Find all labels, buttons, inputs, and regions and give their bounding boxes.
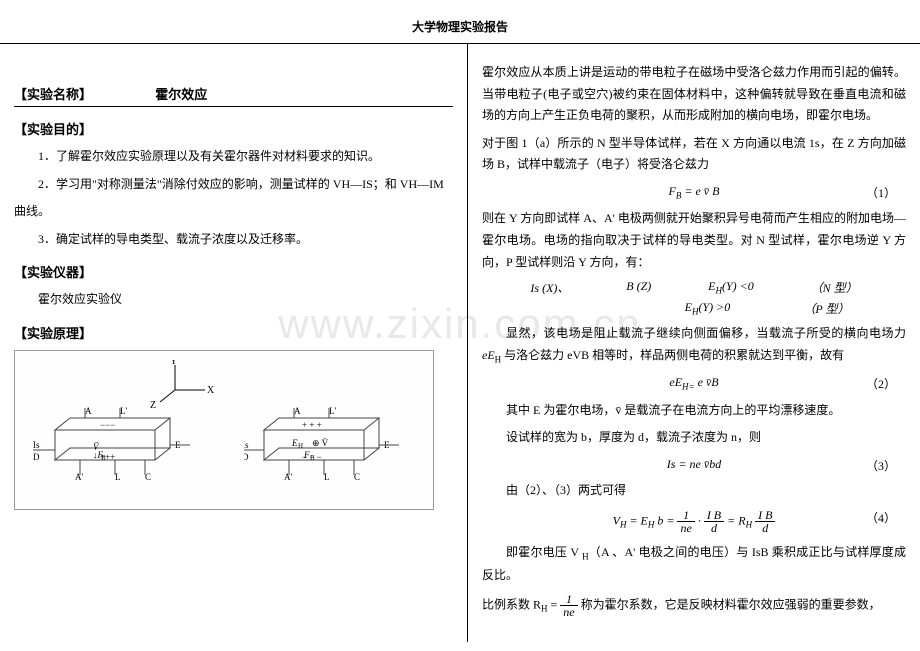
svg-text:+++: +++ (100, 452, 115, 462)
equation-2: eEH= e v̄B （2） (482, 375, 906, 391)
svg-text:E: E (291, 438, 298, 448)
svg-text:Y: Y (170, 360, 177, 367)
exp-name-value: 霍尔效应 (155, 87, 207, 102)
svg-text:Z: Z (150, 400, 156, 411)
t2c: EH(Y) >0 (685, 300, 731, 317)
left-column: 【实验名称】 霍尔效应 【实验目的】 1．了解霍尔效应实验原理以及有关霍尔器件对… (0, 44, 468, 642)
purpose-item-2-cont: 曲线。 (14, 201, 453, 223)
equation-3: Is = ne v̄bd （3） (482, 457, 906, 472)
para-5: 其中 E 为霍尔电场，v̄ 是载流子在电流方向上的平均漂移速度。 (482, 400, 906, 422)
para-1: 霍尔效应从本质上讲是运动的带电粒子在磁场中受洛仑兹力作用而引起的偏转。当带电粒子… (482, 62, 906, 127)
exp-name-label: 【实验名称】 (14, 87, 92, 102)
two-column-layout: 【实验名称】 霍尔效应 【实验目的】 1．了解霍尔效应实验原理以及有关霍尔器件对… (0, 44, 920, 642)
equation-4: VH = EH b = 1ne · I Bd = RH I Bd （4） (482, 509, 906, 534)
diagram-right-svg: AL' Is D E EH ⊕ V̄ FB A'L C + + + − − − (244, 360, 424, 500)
svg-text:+ + +: + + + (302, 420, 322, 430)
t2d: （P 型） (803, 300, 849, 317)
para-3: 则在 Y 方向即试样 A、A' 电极两侧就开始聚积异号电荷而产生相应的附加电场—… (482, 208, 906, 273)
purpose-item-3: 3．确定试样的导电类型、载流子浓度以及迁移率。 (38, 229, 453, 251)
eq2-lhs: eE (669, 375, 682, 389)
eq2-sub: H= (682, 382, 695, 392)
svg-text:C: C (354, 472, 360, 482)
svg-text:C: C (145, 472, 151, 482)
svg-text:D: D (33, 452, 40, 462)
svg-text:⊕ V̄: ⊕ V̄ (312, 438, 329, 448)
svg-text:X: X (207, 385, 215, 396)
t1b: B (Z) (626, 279, 651, 296)
purpose-title: 【实验目的】 (14, 119, 453, 138)
principle-diagram: X Y Z AL' Is D E V̄ ↓FB A'L C −−− +++ (14, 350, 434, 510)
eq4-num: （4） (866, 509, 896, 526)
t1d: （N 型） (811, 279, 858, 296)
para-7: 由（2）、（3）两式可得 (482, 480, 906, 502)
svg-text:− − −: − − − (302, 452, 322, 462)
svg-text:−−−: −−− (100, 420, 115, 430)
right-column: 霍尔效应从本质上讲是运动的带电粒子在磁场中受洛仑兹力作用而引起的偏转。当带电粒子… (468, 44, 920, 642)
para-2: 对于图 1（a）所示的 N 型半导体试样，若在 X 方向通以电流 1s，在 Z … (482, 133, 906, 176)
svg-text:L: L (115, 472, 121, 482)
type-line-2: EH(Y) >0 （P 型） (502, 300, 886, 317)
svg-text:A: A (85, 406, 92, 416)
para-9: 比例系数 RH = 1ne 称为霍尔系数，它是反映材料霍尔效应强弱的重要参数， (482, 593, 906, 618)
eq1-lhs: F (669, 184, 676, 198)
eq2-num: （2） (866, 375, 896, 392)
eq2-rhs: e v̄B (695, 375, 719, 389)
instrument-text: 霍尔效应实验仪 (14, 289, 453, 311)
eq1-rhs: = e v̄ B (681, 184, 719, 198)
experiment-name-row: 【实验名称】 霍尔效应 (14, 84, 453, 107)
equation-1: FB = e v̄ B （1） (482, 184, 906, 200)
eq3-lhs: Is = ne v̄bd (667, 457, 721, 471)
svg-text:L': L' (329, 406, 336, 416)
svg-text:L': L' (120, 406, 127, 416)
type-line-1: Is (X)、 B (Z) EH(Y) <0 （N 型） (502, 279, 886, 296)
principle-title: 【实验原理】 (14, 323, 453, 342)
purpose-item-1: 1．了解霍尔效应实验原理以及有关霍尔器件对材料要求的知识。 (38, 146, 453, 168)
instrument-title: 【实验仪器】 (14, 262, 453, 281)
svg-text:Is: Is (33, 440, 40, 450)
eq3-num: （3） (866, 457, 896, 474)
svg-text:D: D (244, 452, 249, 462)
para-6: 设试样的宽为 b，厚度为 d，载流子浓度为 n，则 (482, 427, 906, 449)
para-4: 显然，该电场是阻止载流子继续向侧面偏移，当载流子所受的横向电场力eEH 与洛仑兹… (482, 323, 906, 367)
svg-text:A': A' (284, 472, 292, 482)
svg-text:A: A (294, 406, 301, 416)
svg-text:A': A' (75, 472, 83, 482)
t1a: Is (X)、 (530, 279, 569, 296)
svg-text:L: L (324, 472, 330, 482)
page-header: 大学物理实验报告 (0, 0, 920, 35)
eq1-num: （1） (866, 184, 896, 201)
svg-text:Is: Is (244, 440, 249, 450)
diagram-left-svg: X Y Z AL' Is D E V̄ ↓FB A'L C −−− +++ (25, 360, 225, 500)
t1c: EH(Y) <0 (708, 279, 754, 296)
svg-text:H: H (298, 442, 303, 450)
para-8: 即霍尔电压 V H（A 、A' 电极之间的电压）与 IsB 乘积成正比与试样厚度… (482, 542, 906, 586)
purpose-item-2: 2．学习用"对称测量法"消除付效应的影响，测量试样的 VH—IS；和 VH—IM (38, 174, 453, 196)
